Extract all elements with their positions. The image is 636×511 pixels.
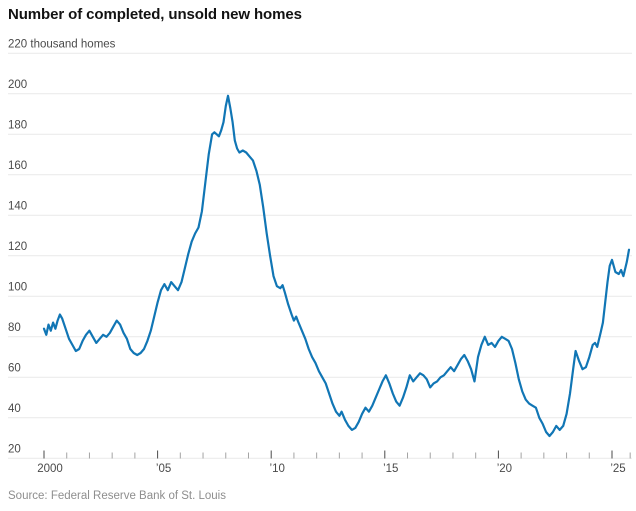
x-tick-label: ’05 (156, 463, 171, 475)
y-tick-label: 80 (8, 322, 21, 334)
source-note: Source: Federal Reserve Bank of St. Loui… (8, 490, 226, 502)
y-tick-label: 40 (8, 403, 21, 415)
x-tick-label: ’15 (383, 463, 398, 475)
y-tick-label: 160 (8, 160, 27, 172)
y-tick-label: 60 (8, 362, 21, 374)
x-tick-label: ’20 (497, 463, 512, 475)
y-tick-label: 140 (8, 200, 27, 212)
x-tick-label: 2000 (37, 463, 63, 475)
y-tick-label: 200 (8, 79, 27, 91)
y-tick-label: 120 (8, 241, 27, 253)
x-tick-label: ’25 (610, 463, 625, 475)
chart-title: Number of completed, unsold new homes (8, 6, 302, 23)
x-tick-label: ’10 (270, 463, 285, 475)
data-line (42, 94, 631, 438)
y-tick-label: 180 (8, 119, 27, 131)
y-tick-label: 220 thousand homes (8, 38, 116, 50)
y-tick-label: 20 (8, 443, 21, 455)
y-tick-label: 100 (8, 281, 27, 293)
